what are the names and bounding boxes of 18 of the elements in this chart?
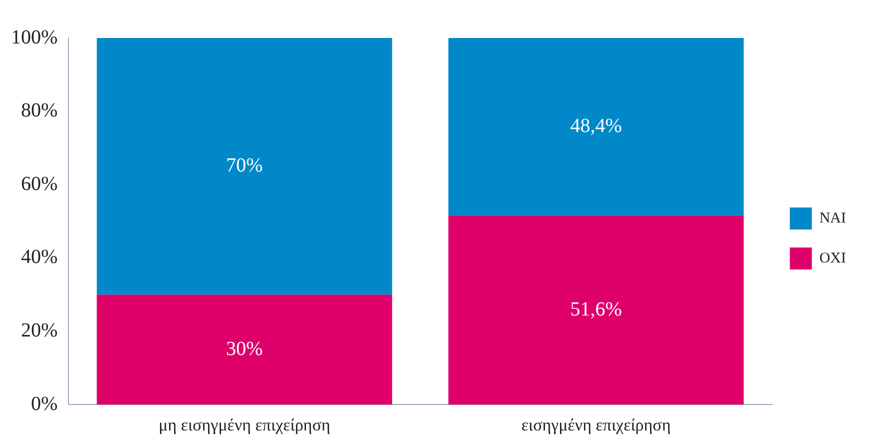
legend-label: ΝΑΙ — [819, 210, 846, 226]
y-tick-label: 80% — [20, 100, 58, 122]
bar — [96, 294, 392, 405]
y-tick-label: 60% — [20, 172, 58, 195]
y-tick-label: 20% — [20, 320, 58, 342]
data-label: 51,6% — [570, 298, 622, 320]
y-tick-label: 100% — [10, 26, 58, 48]
y-tick-label: 40% — [20, 246, 58, 268]
legend-label: ΟΧΙ — [819, 250, 846, 266]
x-tick-label: εισηγμένη επιχείρηση — [521, 415, 671, 434]
bar — [96, 38, 392, 295]
data-label: 70% — [226, 154, 263, 177]
bar — [448, 215, 744, 405]
data-label: 30% — [226, 338, 263, 360]
x-tick-label: μη εισηγμένη επιχείρηση — [158, 415, 330, 434]
y-tick-label: 0% — [30, 392, 58, 415]
data-label: 48,4% — [570, 114, 622, 137]
bar — [448, 38, 744, 216]
